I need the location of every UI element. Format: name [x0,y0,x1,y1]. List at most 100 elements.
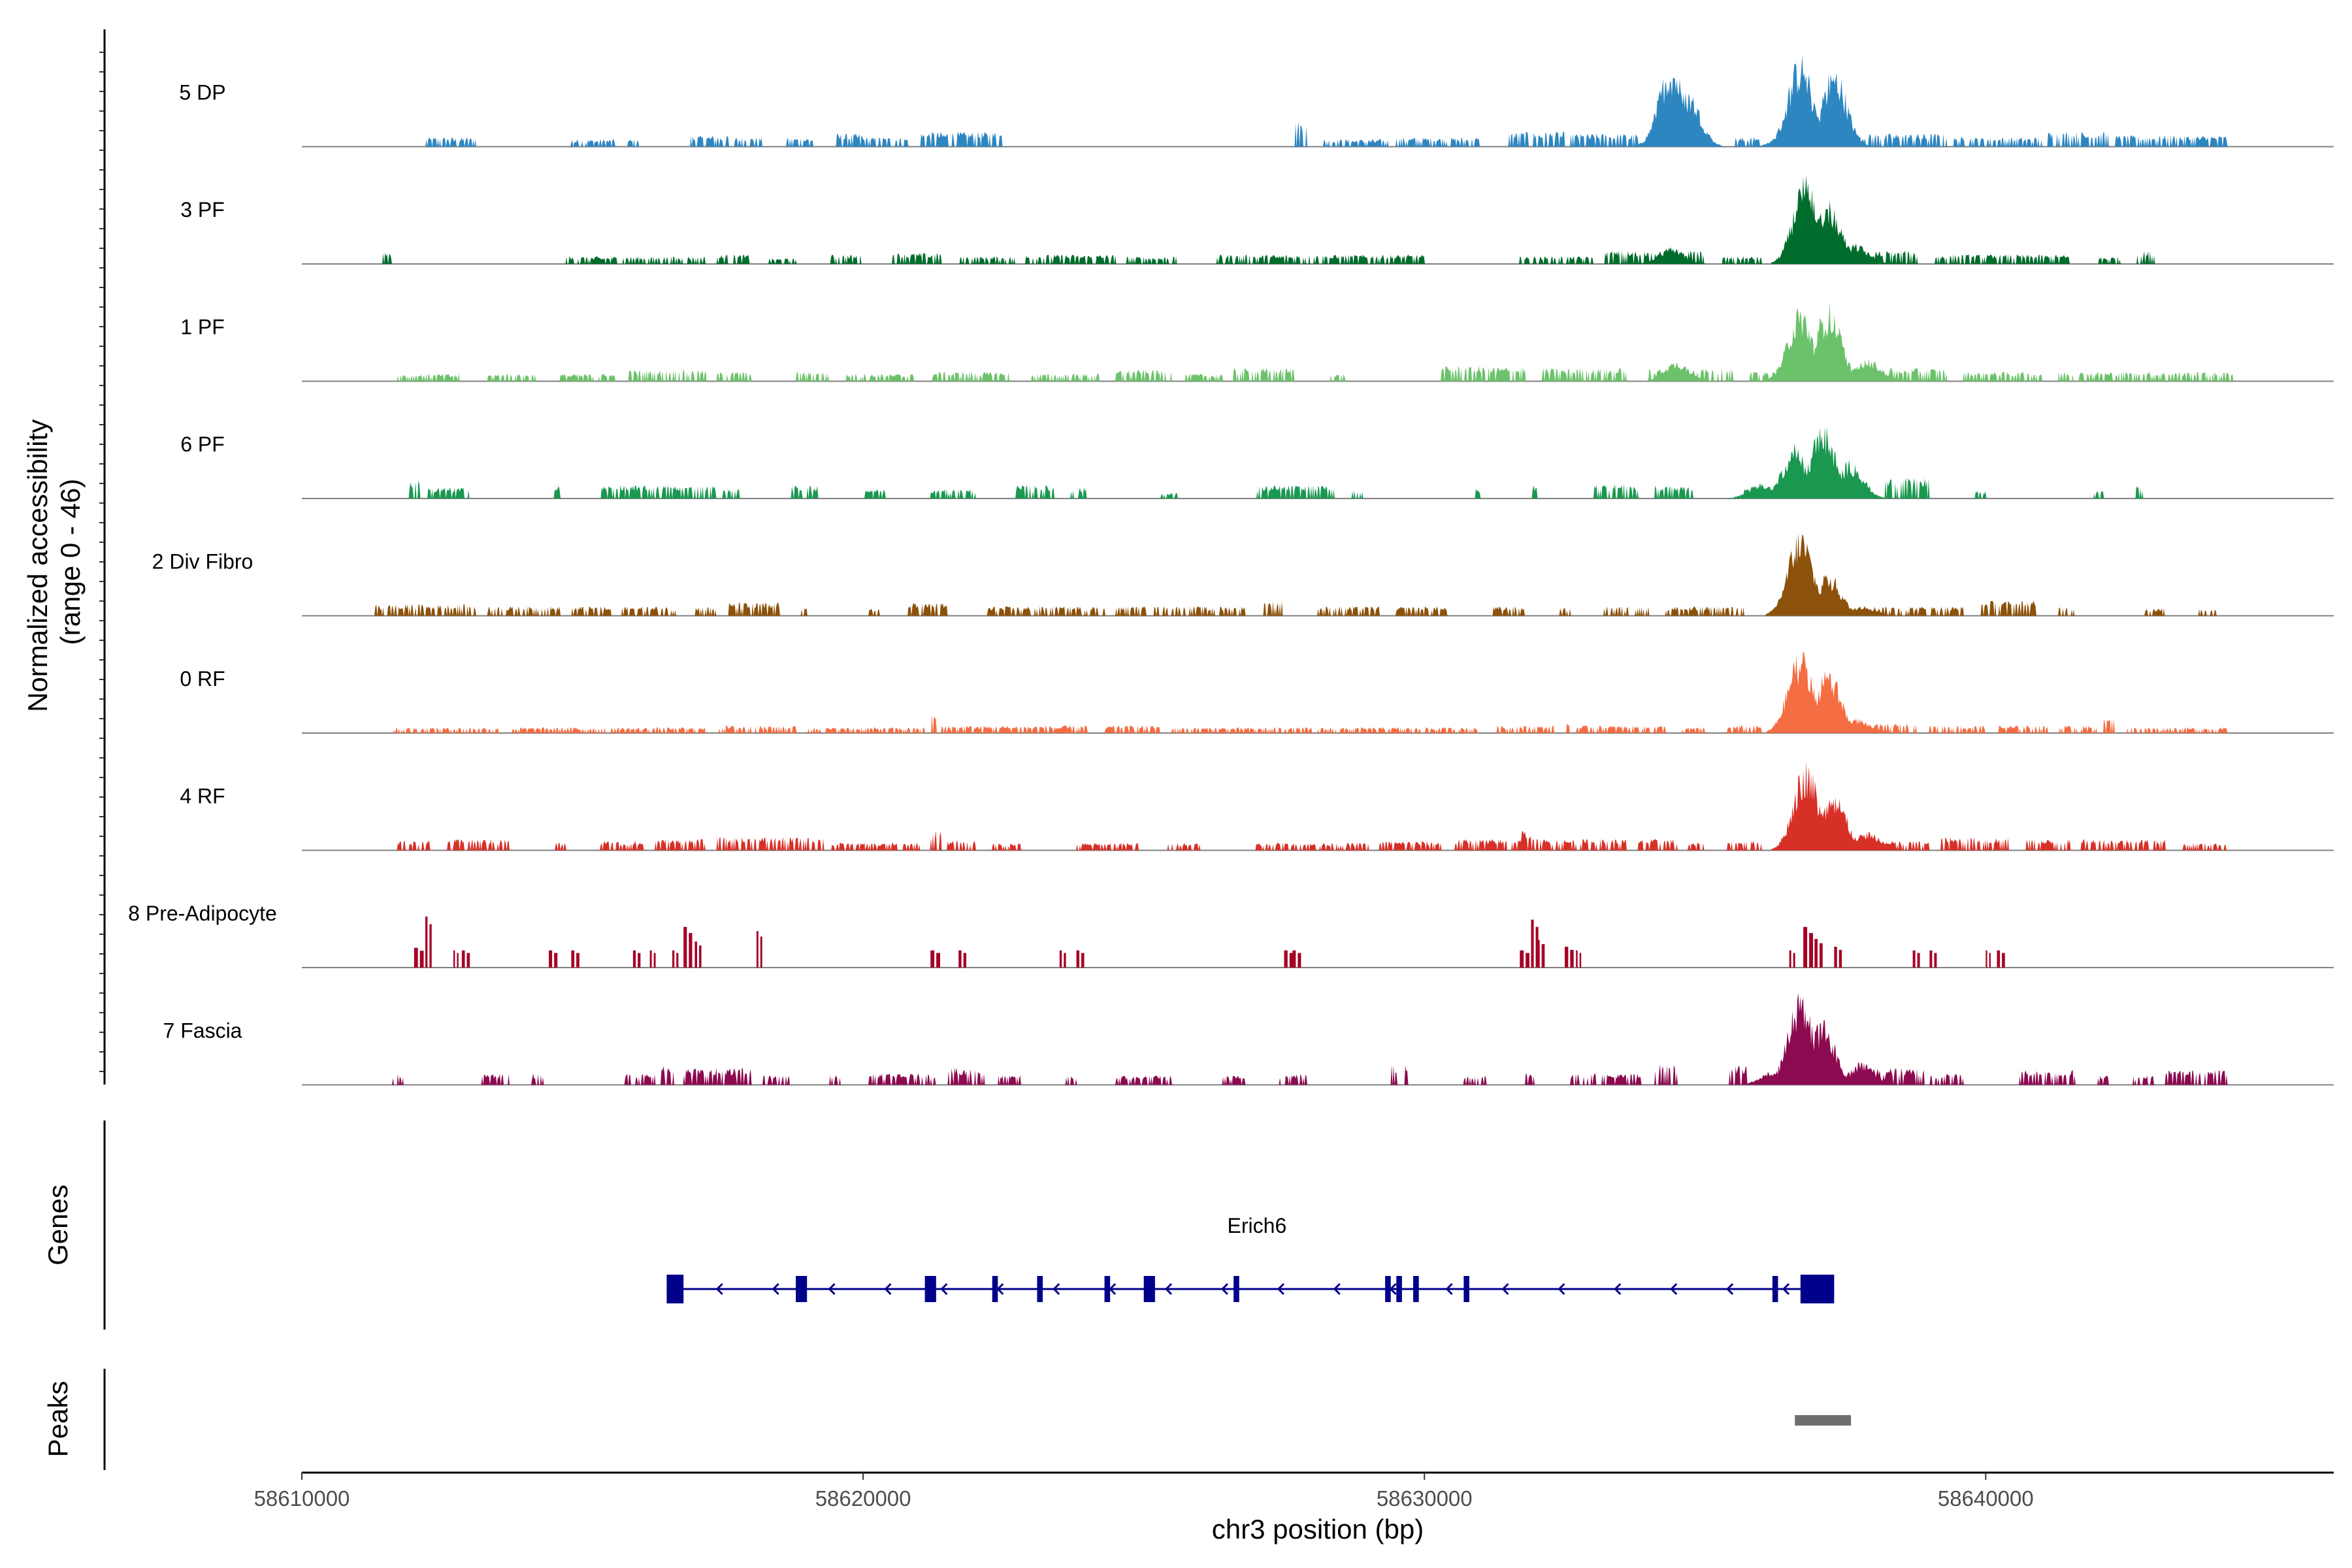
signal-block [672,950,675,968]
signal-block [1838,949,1842,968]
strand-arrow [1164,1282,1173,1296]
y-axis-title-line-1: Normalized accessibility [22,419,53,712]
signal-block [1541,944,1545,968]
peaks-panel-label: Peaks [42,1381,73,1458]
signal-block [466,953,470,968]
strand-arrow [1389,1282,1397,1296]
signal-block [549,950,553,968]
peak-track [1795,1415,1852,1426]
track-label: 0 RF [180,667,225,691]
signal-block [1298,953,1301,968]
track-label: 1 PF [180,316,225,339]
strand-arrow [940,1282,948,1296]
signal-block [1803,926,1808,968]
gene-exon [924,1276,936,1302]
signal-block [1059,950,1062,968]
track-8-pre-adipocyte [302,916,2334,968]
strand-arrow [772,1282,779,1296]
gene-exon [1800,1275,1835,1303]
gene-exon [1772,1276,1778,1302]
genes-panel-label: Genes [42,1184,73,1266]
track-6-pf [302,425,2334,499]
strand-arrow [1220,1282,1229,1296]
signal-block [1985,950,1987,968]
signal-area [302,992,2334,1085]
signal-area [302,532,2334,616]
gene-exon [666,1275,684,1303]
signal-block [958,950,962,968]
signal-area [302,55,2334,147]
signal-block [689,933,693,968]
strand-arrow [828,1282,836,1296]
signal-area [302,175,2334,264]
strand-arrow [1670,1282,1678,1296]
signal-area [302,651,2334,733]
signal-block [632,950,636,968]
signal-block [683,926,687,968]
signal-block [1526,953,1529,968]
signal-block [936,953,940,968]
signal-block [1793,953,1795,968]
y-axis-title-line-2: (range 0 - 46) [55,479,86,645]
track-label: 4 RF [180,785,225,808]
gene-exon [1037,1276,1043,1302]
track-label: 5 DP [179,81,225,105]
strand-arrow [1053,1282,1060,1296]
signal-block [461,950,465,968]
signal-block [1814,939,1818,968]
strand-arrow [1277,1282,1284,1296]
signal-block [1820,943,1823,968]
signal-block [425,916,428,968]
strand-arrow [1445,1282,1453,1296]
strand-arrow [1109,1282,1117,1296]
track-label: 8 Pre-Adipocyte [128,902,277,925]
strand-arrow [1333,1282,1341,1296]
strand-arrow [1614,1282,1622,1296]
signal-block [638,953,641,968]
signal-block [1789,950,1791,968]
track-3-pf [302,175,2334,265]
track-4-rf [302,760,2334,851]
gene-name-label: Erich6 [1228,1214,1287,1237]
track-label: 6 PF [180,433,225,456]
signal-block [1579,953,1582,968]
signal-block [576,953,580,968]
signal-block [1917,953,1920,968]
x-tick-label: 58630000 [1377,1486,1473,1511]
signal-block [1809,933,1814,968]
signal-block [963,953,967,968]
signal-block [429,924,432,968]
signal-block [930,950,935,968]
peak-region [1795,1415,1852,1426]
x-tick-label: 58610000 [254,1486,350,1511]
signal-block [1929,950,1933,968]
strand-arrow [1782,1282,1790,1296]
signal-block [453,950,455,968]
signal-block [676,953,679,968]
signal-block [419,951,424,968]
coverage-tracks [302,55,2334,1086]
strand-arrow [1501,1282,1509,1296]
x-axis-title: chr3 position (bp) [1212,1514,1424,1544]
signal-block [1576,950,1578,968]
signal-block [457,953,459,968]
gene-exon [1143,1276,1155,1302]
track-labels: 5 DP 3 PF 1 PF 6 PF 2 Div Fibro 0 RF 4 RF 8 Pre… [128,81,277,1043]
x-tick-label: 58640000 [1938,1486,2034,1511]
signal-block [571,950,575,968]
signal-block [1997,950,2001,968]
signal-block [1565,947,1569,968]
track-2-div-fibro [302,532,2334,617]
track-7-fascia [302,992,2334,1086]
y-axis-title: Normalized accessibility (range 0 - 46) [22,412,86,712]
signal-block [1570,949,1574,968]
track-1-pf [302,301,2334,382]
signal-block [1989,953,1991,968]
signal-block [1292,950,1296,968]
strand-arrow [884,1282,892,1296]
signal-area [302,301,2334,382]
signal-block [1934,953,1937,968]
signal-block [414,947,418,968]
signal-block [756,931,759,968]
y-axis-ticks [99,52,105,1072]
